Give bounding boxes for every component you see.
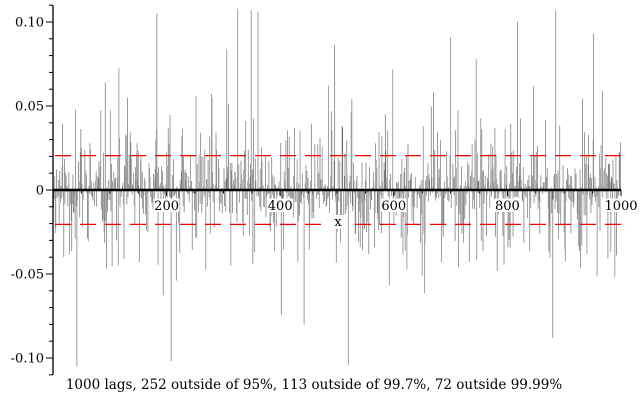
y-tick-label: -0.05	[11, 268, 44, 283]
x-tick-label: 800	[495, 199, 520, 214]
y-tick-label: 0.10	[15, 16, 44, 31]
x-axis-title-mask	[330, 215, 346, 229]
axes	[46, 4, 622, 376]
x-tick-label: 1000	[604, 199, 637, 214]
axis-tick-labels: 0.10 0.05 0 -0.05 -0.10 200 400 600 800 1000	[11, 16, 638, 367]
chart-caption: 1000 lags, 252 outside of 95%, 113 outsi…	[66, 377, 563, 393]
x-tick-label: 200	[154, 199, 179, 214]
x-tick-label-mask	[380, 198, 407, 212]
stem-lines	[56, 10, 621, 367]
x-tick-label-mask	[494, 198, 521, 212]
x-axis-title: x	[334, 215, 342, 230]
y-tick-label: 0.05	[15, 100, 44, 115]
x-tick-label-mask	[153, 198, 180, 212]
y-tick-label: 0	[36, 184, 44, 199]
y-tick-label: -0.10	[11, 352, 44, 367]
x-tick-label-mask	[267, 198, 294, 212]
stem-series	[53, 8, 622, 367]
x-tick-label: 400	[268, 199, 293, 214]
x-tick-label-mask	[604, 198, 638, 212]
x-tick-label: 600	[381, 199, 406, 214]
